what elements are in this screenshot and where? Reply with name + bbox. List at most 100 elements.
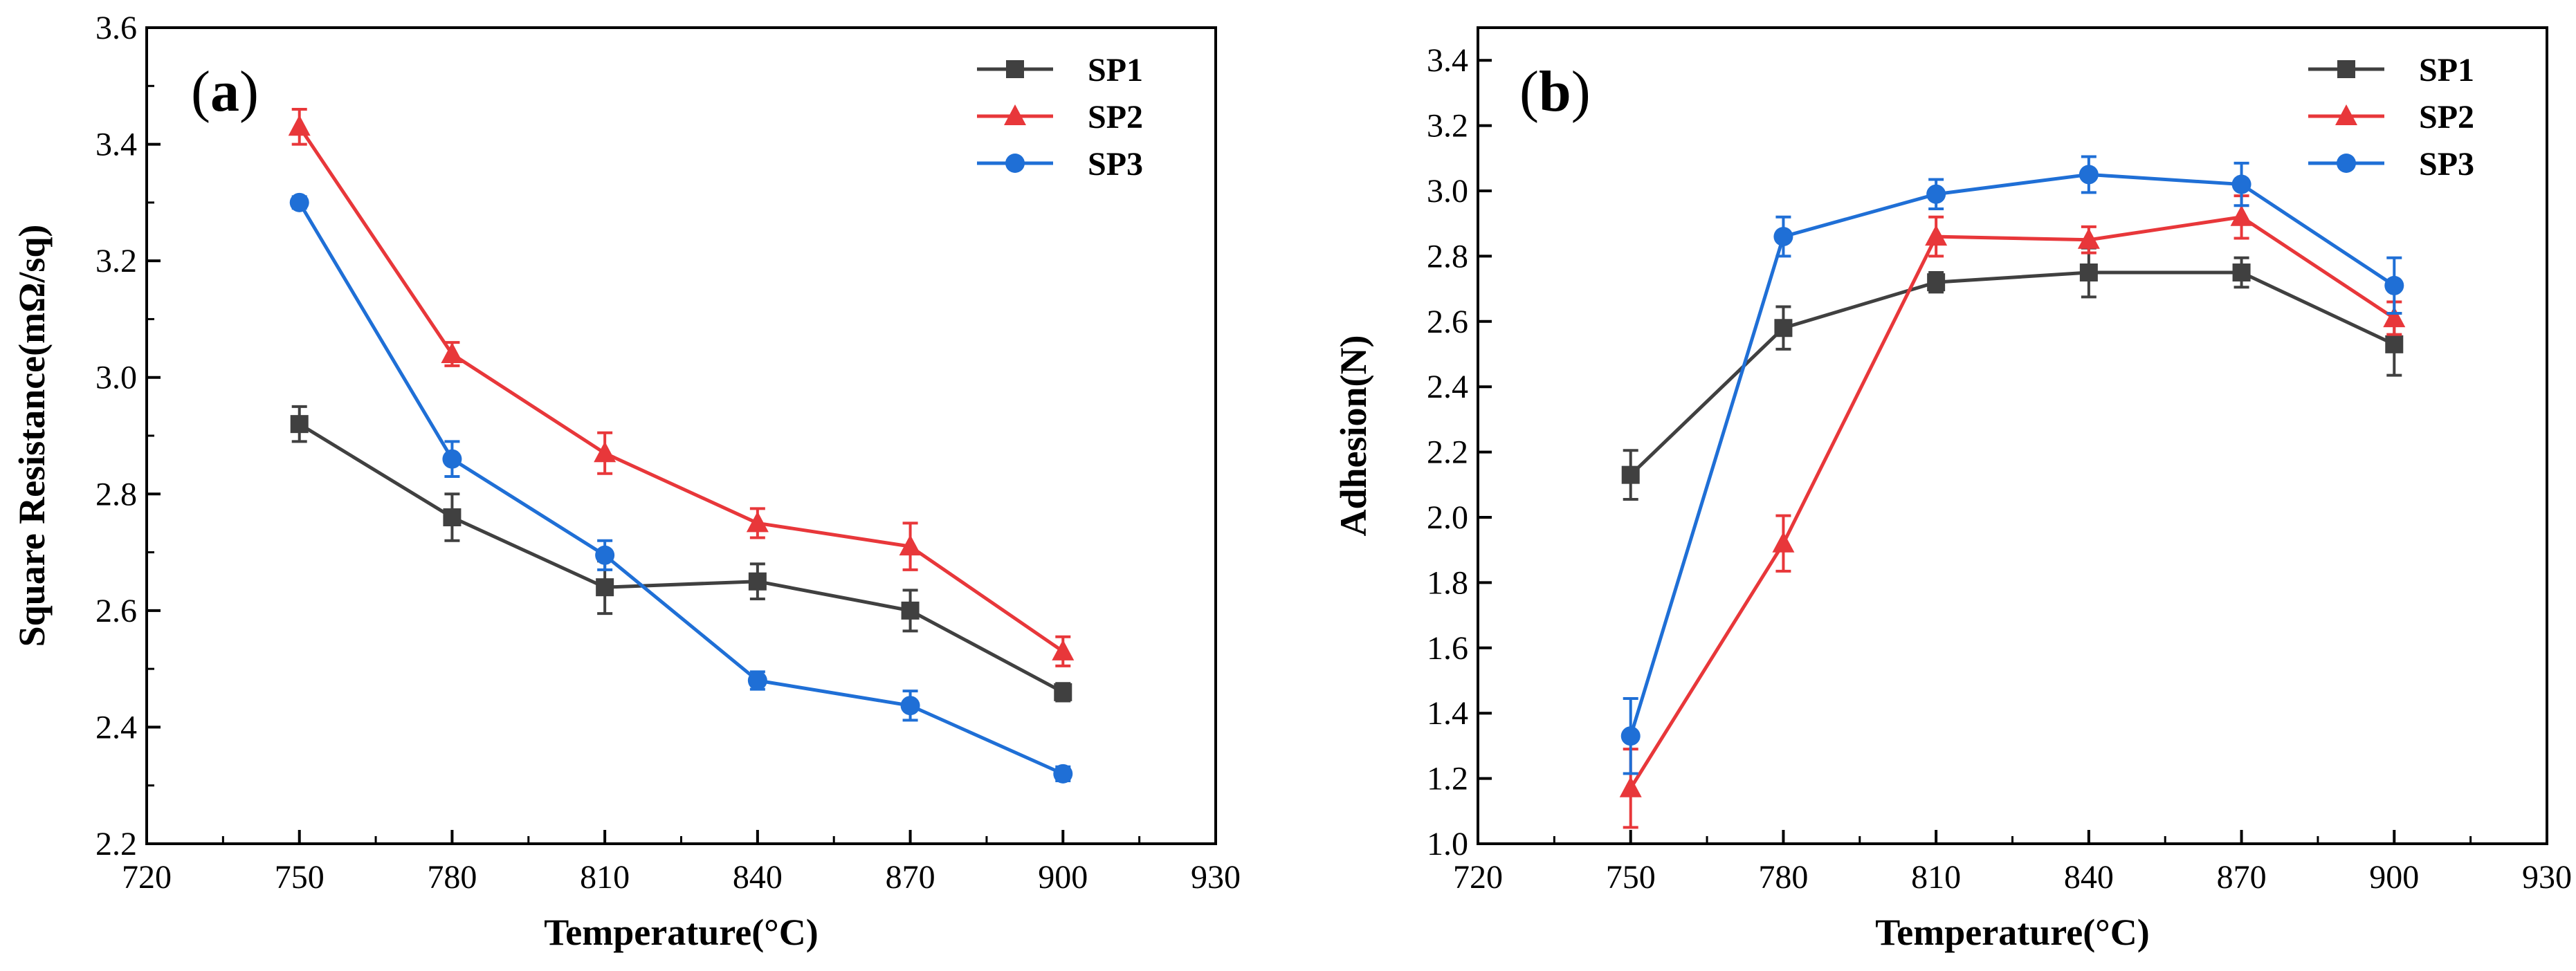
legend-item-sp2: SP2: [2308, 99, 2474, 136]
series-sp2: [288, 108, 1075, 667]
legend-item-sp3: SP3: [2308, 146, 2474, 183]
x-axis-title: Temperature(°C): [544, 912, 819, 953]
y-tick-label: 1.2: [1427, 761, 1468, 797]
data-point: [442, 449, 462, 469]
series-line: [1629, 172, 2395, 737]
y-tick-label: 2.6: [1427, 304, 1468, 340]
x-axis: 720 750 780 810 840 870 900 930: [122, 830, 1241, 896]
legend: SP1 SP2 SP3: [2308, 52, 2474, 183]
panel-label-open: (: [1519, 59, 1539, 124]
y-tick-label: 3.4: [95, 127, 137, 163]
y-tick-label: 1.4: [1427, 695, 1468, 732]
x-axis-title: Temperature(°C): [1875, 912, 2150, 953]
x-tick-label: 870: [2217, 859, 2267, 896]
data-point: [441, 342, 464, 363]
data-point: [2231, 174, 2251, 194]
x-tick-label: 900: [2369, 859, 2419, 896]
legend-label: SP1: [2419, 52, 2474, 89]
data-point: [1052, 639, 1075, 660]
data-point: [1620, 726, 1641, 746]
data-point: [2230, 205, 2253, 226]
legend-marker: [1005, 154, 1025, 173]
panel-label-letter: a: [210, 59, 239, 124]
y-tick-label: 3.2: [1427, 108, 1468, 145]
y-tick-label: 2.2: [95, 826, 137, 862]
y-tick-label: 3.0: [1427, 173, 1468, 210]
legend: SP1 SP2 SP3: [977, 52, 1143, 183]
data-point: [288, 115, 311, 136]
x-tick-label: 720: [1453, 859, 1503, 896]
x-axis: 720 750 780 810 840 870 900 930: [1453, 830, 2572, 896]
legend-label: SP2: [1088, 99, 1143, 136]
legend-marker: [2335, 104, 2357, 125]
series-line: [298, 201, 1064, 776]
data-point: [1773, 227, 1793, 247]
panel-label-letter: b: [1539, 59, 1571, 124]
panel-label: (b): [1519, 59, 1591, 124]
data-point: [900, 696, 920, 716]
series-sp3: [1620, 155, 2404, 775]
chart-panel-a: 2.2 2.4 2.6 2.8 3.0 3.2 3.4 3.6 720 750 780 810 840…: [11, 10, 1241, 953]
data-point: [1053, 764, 1073, 784]
data-point: [1926, 184, 1946, 204]
x-tick-label: 930: [2522, 859, 2572, 896]
legend-item-sp2: SP2: [977, 99, 1143, 136]
legend-marker: [1006, 60, 1024, 78]
data-point: [2079, 165, 2099, 185]
x-tick-label: 780: [1758, 859, 1808, 896]
series-line: [298, 125, 1064, 653]
y-tick-label: 1.0: [1427, 826, 1468, 862]
y-tick-label: 2.6: [95, 593, 137, 629]
x-tick-label: 780: [427, 859, 477, 896]
legend-item-sp1: SP1: [2308, 52, 2474, 89]
legend-label: SP3: [2419, 146, 2474, 183]
data-point: [2079, 263, 2098, 281]
data-point: [1619, 776, 1642, 797]
y-tick-label: 1.8: [1427, 564, 1468, 601]
data-point: [289, 192, 309, 212]
y-tick-label: 2.8: [95, 476, 137, 512]
y-axis: 1.0 1.2 1.4 1.6 1.8 2.0 2.2 2.4 2.6 2.8 3.0 3.2 3.4: [1427, 42, 1492, 862]
y-axis: 2.2 2.4 2.6 2.8 3.0 3.2 3.4 3.6: [95, 10, 161, 862]
y-tick-label: 3.6: [95, 10, 137, 46]
data-series: [288, 108, 1075, 784]
y-tick-label: 3.4: [1427, 42, 1468, 79]
x-tick-label: 810: [1911, 859, 1961, 896]
data-point: [746, 511, 769, 533]
x-tick-label: 870: [886, 859, 935, 896]
series-line: [1629, 215, 2395, 790]
x-tick-label: 840: [733, 859, 783, 896]
x-tick-label: 720: [122, 859, 172, 896]
legend-label: SP2: [2419, 99, 2474, 136]
panel-label-close: ): [239, 59, 259, 124]
legend-label: SP3: [1088, 146, 1143, 183]
data-point: [1772, 531, 1795, 553]
data-point: [1054, 683, 1072, 701]
panel-label: (a): [191, 59, 259, 124]
y-tick-label: 2.2: [1427, 434, 1468, 471]
y-tick-label: 2.0: [1427, 499, 1468, 536]
x-tick-label: 930: [1191, 859, 1241, 896]
data-point: [594, 441, 616, 463]
y-tick-label: 3.2: [95, 243, 137, 279]
series-sp3: [289, 192, 1073, 784]
data-point: [2077, 228, 2100, 249]
y-tick-label: 1.6: [1427, 630, 1468, 667]
panel-label-close: ): [1571, 59, 1591, 124]
data-point: [1925, 225, 1948, 246]
data-point: [595, 545, 615, 565]
data-point: [596, 578, 614, 597]
data-point: [1621, 465, 1640, 484]
legend-item-sp3: SP3: [977, 146, 1143, 183]
panel-label-open: (: [191, 59, 210, 124]
legend-item-sp1: SP1: [977, 52, 1143, 89]
series-line: [298, 423, 1064, 694]
legend-marker: [2337, 60, 2355, 78]
data-point: [1927, 273, 1946, 292]
y-tick-label: 3.0: [95, 360, 137, 396]
data-point: [443, 508, 462, 526]
x-tick-label: 750: [275, 859, 325, 896]
data-series: [1619, 155, 2406, 829]
chart-panel-b: 1.01.21.41.61.82.02.22.42.62.83.03.23.4 …: [1333, 26, 2572, 953]
